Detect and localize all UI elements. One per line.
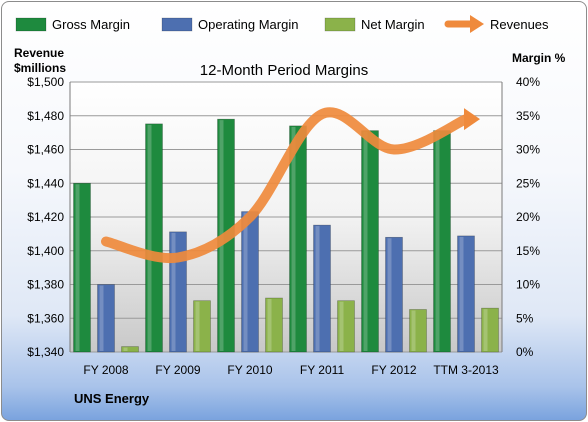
left-tick-label: $1,420: [27, 210, 64, 224]
left-tick-label: $1,480: [27, 109, 64, 123]
category-label: FY 2011: [300, 363, 345, 377]
net-margin-bar: [121, 346, 139, 353]
operating-margin-bar: [457, 235, 475, 353]
net-margin-bar: [337, 300, 355, 353]
bar-highlight: [147, 124, 152, 351]
bar-highlight: [75, 184, 80, 351]
right-tick-label: 15%: [516, 244, 540, 258]
gross-margin-bar: [73, 182, 91, 353]
right-tick-label: 35%: [516, 109, 540, 123]
legend-revenues-label: Revenues: [490, 17, 549, 32]
bar-highlight: [435, 131, 440, 351]
right-tick-label: 40%: [516, 75, 540, 89]
category-label: FY 2010: [227, 363, 272, 377]
legend-gross-margin-swatch: [15, 17, 47, 32]
bar-highlight: [99, 285, 104, 351]
gross-margin-bar: [289, 125, 307, 353]
legend-net-margin-swatch: [324, 17, 356, 32]
right-tick-label: 25%: [516, 176, 540, 190]
right-tick-label: 5%: [516, 311, 534, 325]
gross-margin-bar: [361, 130, 379, 353]
bar-highlight: [459, 236, 464, 351]
bar-highlight: [195, 301, 200, 351]
net-margin-bar: [409, 309, 427, 353]
net-margin-bar: [481, 307, 499, 353]
legend-gross-margin-label: Gross Margin: [52, 17, 130, 32]
right-axis-label: Margin %: [512, 51, 566, 65]
left-tick-label: $1,380: [27, 278, 64, 292]
left-tick-label: $1,340: [27, 345, 64, 359]
right-tick-label: 0%: [516, 345, 534, 359]
left-tick-label: $1,360: [27, 311, 64, 325]
bar-highlight: [363, 131, 368, 351]
net-margin-bar: [193, 300, 211, 353]
left-tick-label: $1,460: [27, 143, 64, 157]
left-axis-label-line2: $millions: [14, 61, 66, 75]
left-axis-label-line1: Revenue: [14, 46, 64, 60]
bar-highlight: [387, 238, 392, 351]
bar-highlight: [267, 299, 272, 351]
category-label: FY 2012: [371, 363, 416, 377]
bar-highlight: [171, 232, 176, 351]
revenues-arrowhead: [464, 108, 480, 131]
net-margin-bar: [265, 297, 283, 353]
legend-operating-margin-label: Operating Margin: [198, 17, 298, 32]
left-tick-label: $1,440: [27, 176, 64, 190]
category-label: TTM 3-2013: [433, 363, 499, 377]
bar-highlight: [243, 212, 248, 351]
company-name: UNS Energy: [74, 391, 150, 406]
legend-net-margin-label: Net Margin: [361, 17, 425, 32]
gross-margin-bar: [145, 123, 163, 353]
bar-highlight: [315, 226, 320, 351]
operating-margin-bar: [385, 236, 403, 353]
bar-highlight: [411, 310, 416, 351]
right-tick-label: 10%: [516, 278, 540, 292]
legend-operating-margin-swatch: [161, 17, 193, 32]
operating-margin-bar: [313, 224, 331, 353]
chart-title: 12-Month Period Margins: [200, 62, 368, 79]
right-tick-label: 30%: [516, 143, 540, 157]
category-label: FY 2008: [83, 363, 128, 377]
legend-revenues-arrow: [470, 15, 484, 33]
bar-highlight: [339, 301, 344, 351]
bar-highlight: [123, 347, 128, 351]
right-tick-label: 20%: [516, 210, 540, 224]
category-label: FY 2009: [155, 363, 200, 377]
left-tick-label: $1,500: [27, 75, 64, 89]
operating-margin-bar: [97, 284, 115, 353]
bar-highlight: [483, 309, 488, 351]
left-tick-label: $1,400: [27, 244, 64, 258]
bar-highlight: [291, 126, 296, 351]
